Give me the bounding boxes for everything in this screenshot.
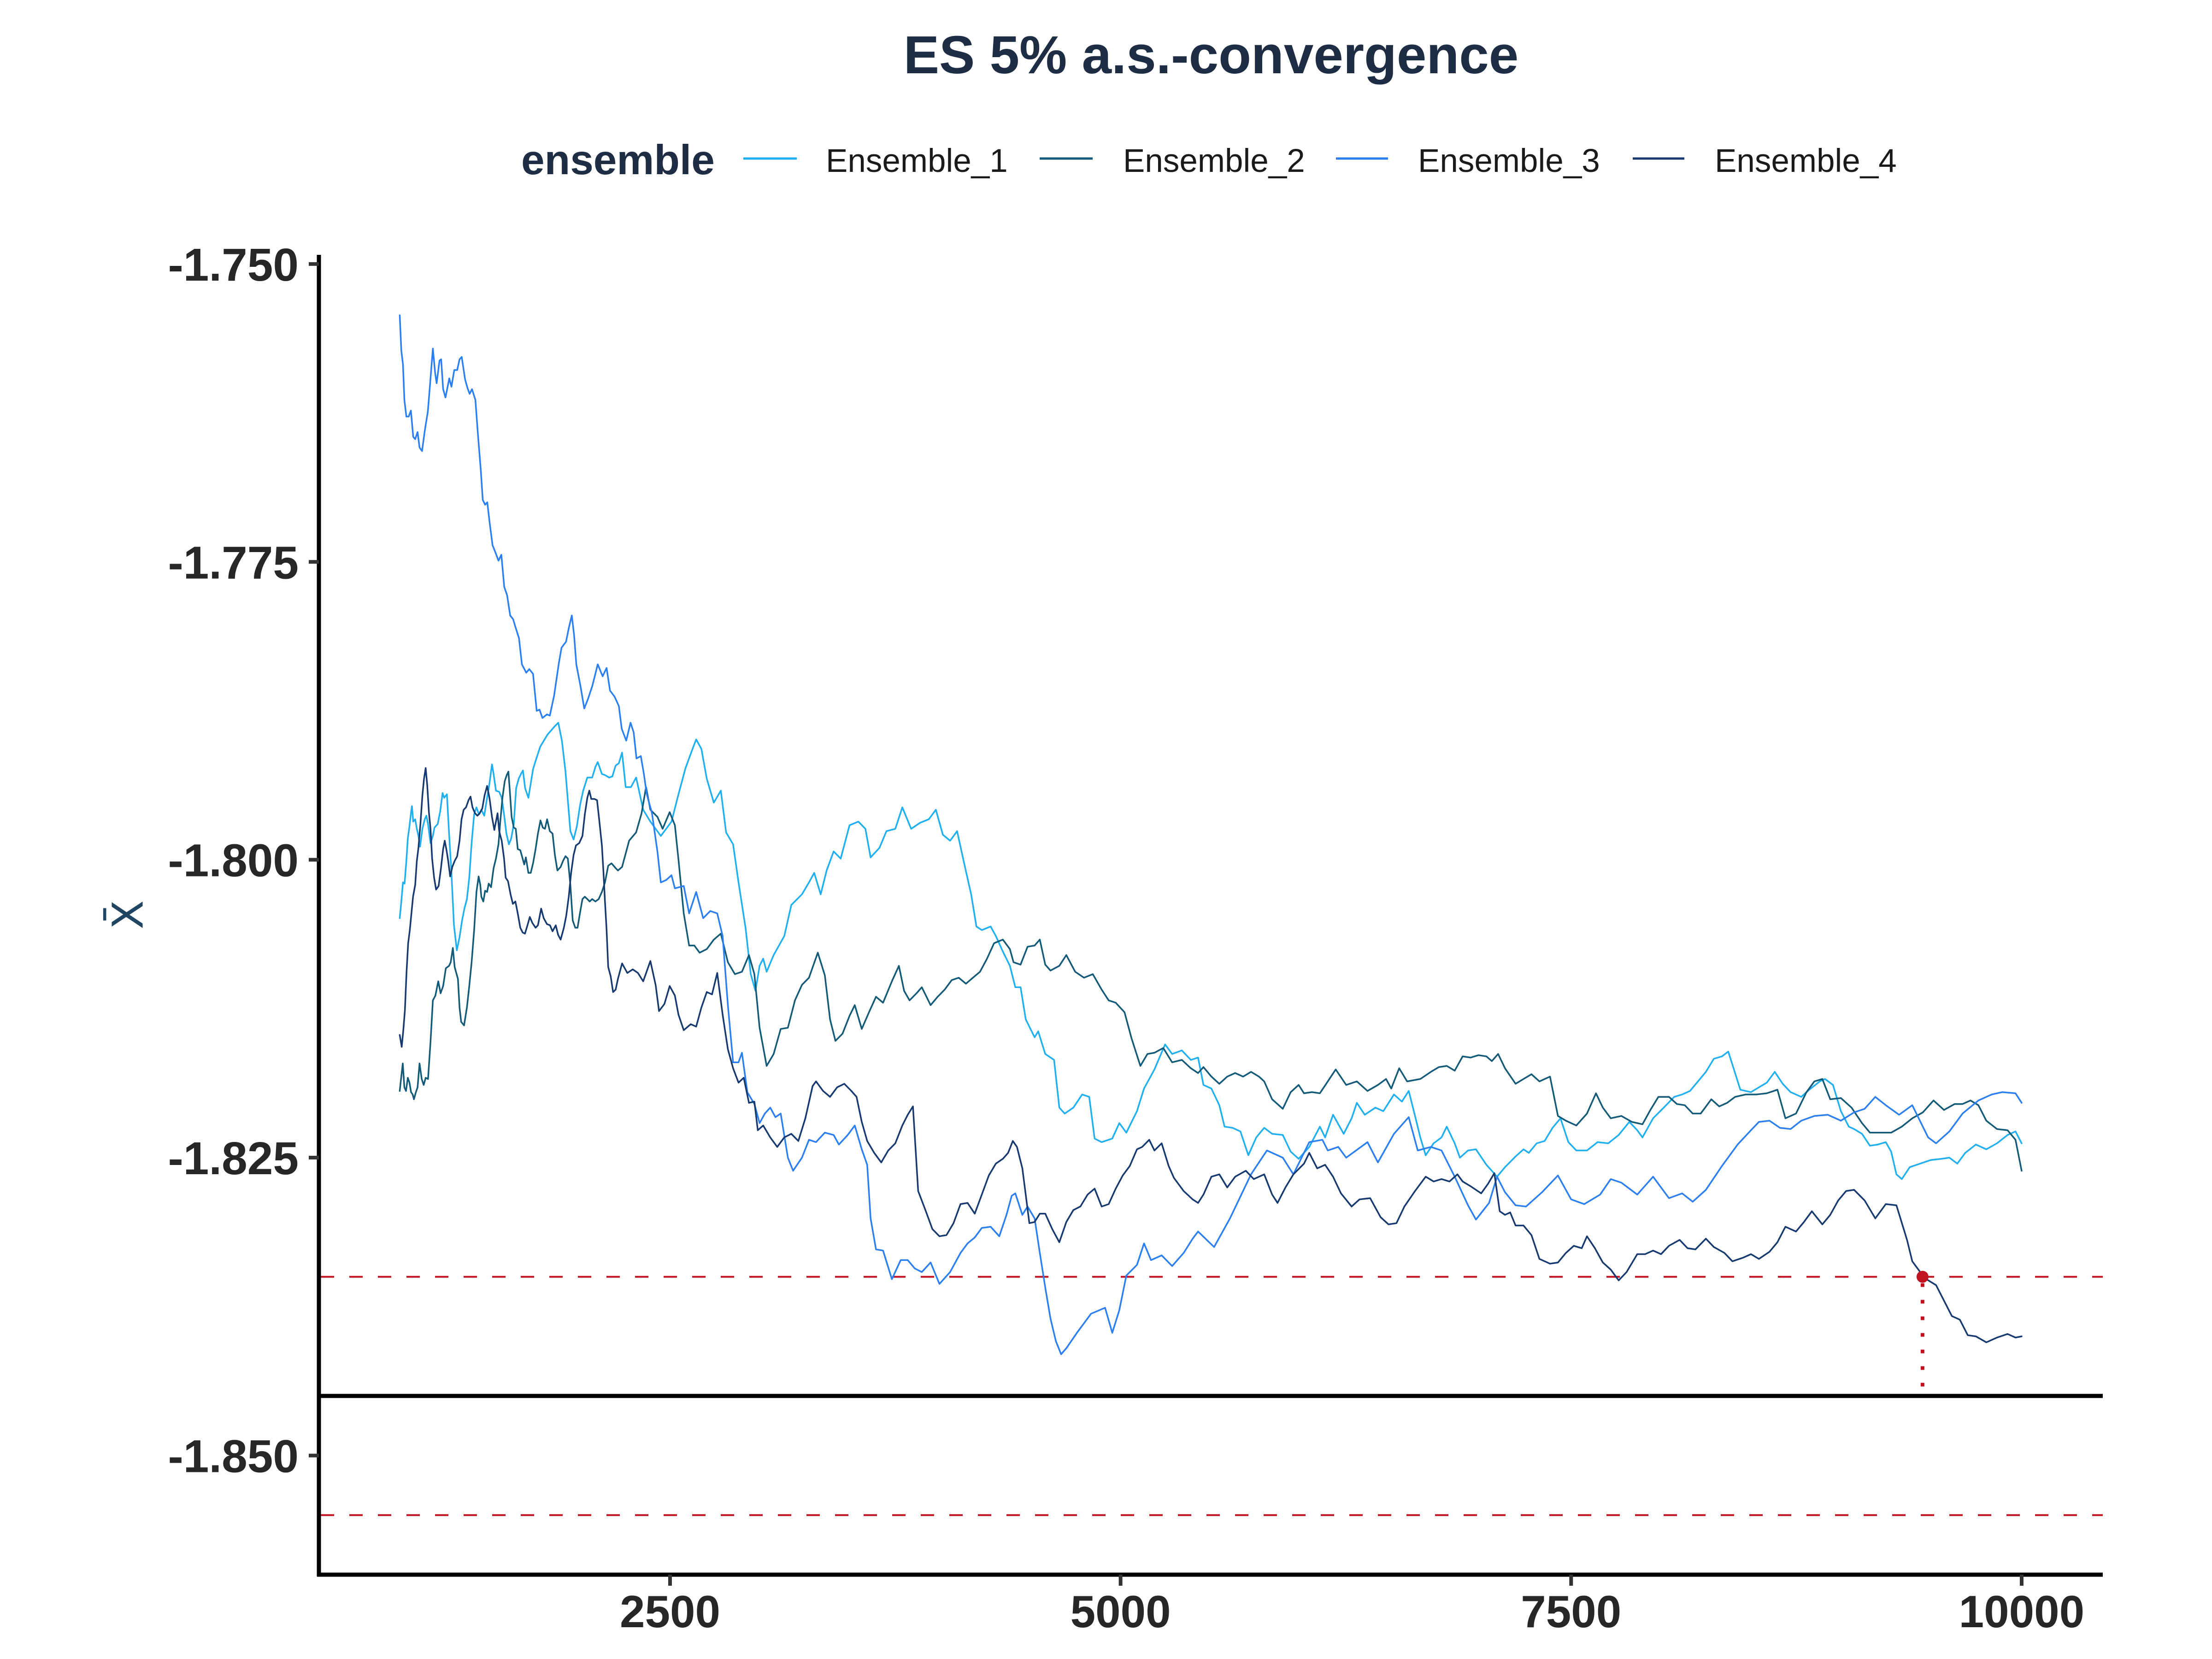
series-line-ensemble-4 [399, 767, 2023, 1343]
y-tick-label: -1.825 [168, 1133, 299, 1184]
series-group [399, 314, 2023, 1355]
legend-label-ensemble-3: Ensemble_3 [1418, 143, 1600, 179]
y-tick-label: -1.800 [168, 835, 299, 887]
y-tick-label: -1.750 [168, 239, 299, 291]
series-line-ensemble-2 [399, 771, 2023, 1172]
legend-label-ensemble-2: Ensemble_2 [1123, 143, 1305, 179]
x-axis-ticks: 2500 5000 7500 10000 [620, 1575, 2084, 1637]
marker-point [1916, 1271, 1929, 1283]
y-axis-ticks: -1.750 -1.775 -1.800 -1.825 -1.850 [168, 239, 319, 1482]
series-line-ensemble-1 [399, 722, 2023, 1180]
x-tick-label: 7500 [1521, 1586, 1621, 1637]
legend: ensemble Ensemble_1 Ensemble_2 Ensemble_… [521, 137, 1897, 183]
series-line-ensemble-3 [399, 314, 2023, 1355]
chart-title: ES 5% a.s.-convergence [904, 25, 1519, 85]
y-axis-label: X̄ [103, 900, 153, 929]
y-tick-label: -1.850 [168, 1430, 299, 1482]
x-tick-label: 2500 [620, 1586, 720, 1637]
legend-label-ensemble-4: Ensemble_4 [1715, 143, 1897, 179]
legend-title: ensemble [521, 137, 715, 183]
y-tick-label: -1.775 [168, 537, 299, 588]
x-tick-label: 5000 [1071, 1586, 1171, 1637]
x-tick-label: 10000 [1959, 1586, 2085, 1637]
legend-label-ensemble-1: Ensemble_1 [826, 143, 1008, 179]
